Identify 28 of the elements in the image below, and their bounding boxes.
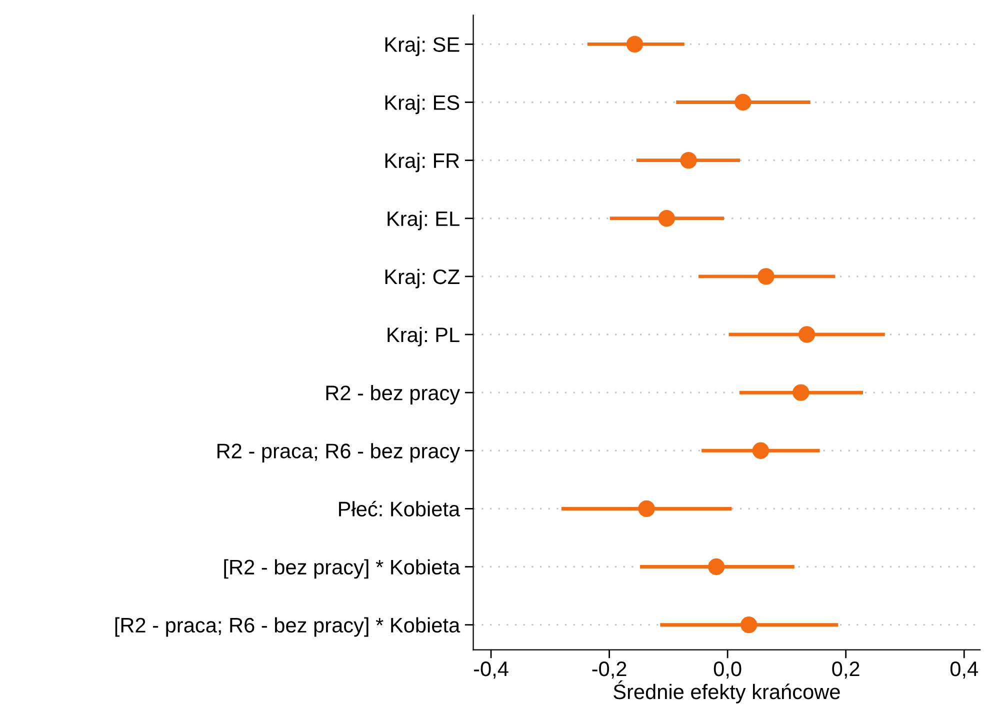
y-tick-label: Kraj: ES xyxy=(385,94,460,114)
y-tick-label: R2 - praca; R6 - bez pracy xyxy=(218,443,460,463)
point xyxy=(792,384,810,401)
y-tick-label: Płeć: Kobieta xyxy=(339,500,460,516)
point xyxy=(658,210,675,227)
x-axis-title: Średnie efekty krańcowe xyxy=(614,680,840,704)
x-tick-label: 0,2 xyxy=(832,661,860,679)
point xyxy=(798,326,816,343)
y-tick-label: Kraj: SE xyxy=(385,36,460,56)
x-tick-label: 0,0 xyxy=(714,661,742,679)
y-tick-label: Kraj: CZ xyxy=(385,268,460,288)
y-tick-label: [R2 - praca; R6 - bez pracy] * Kobieta xyxy=(115,617,460,637)
x-tick-label: 0,4 xyxy=(950,661,978,679)
y-tick-label: R2 - bez pracy xyxy=(326,385,460,404)
point xyxy=(740,616,758,634)
y-tick-label: Kraj: PL xyxy=(388,326,460,346)
point xyxy=(626,36,644,53)
y-tick-label: [R2 - bez pracy] * Kobieta xyxy=(224,559,460,579)
point xyxy=(752,442,770,459)
y-tick-label: Kraj: FR xyxy=(385,152,460,172)
x-tick-label: -0,2 xyxy=(592,661,626,679)
point xyxy=(758,268,774,285)
point xyxy=(638,500,655,518)
point xyxy=(680,152,697,169)
point xyxy=(708,558,725,576)
x-tick-label: -0,4 xyxy=(474,661,508,679)
y-tick-label: Kraj: EL xyxy=(388,210,460,230)
point xyxy=(734,94,752,111)
